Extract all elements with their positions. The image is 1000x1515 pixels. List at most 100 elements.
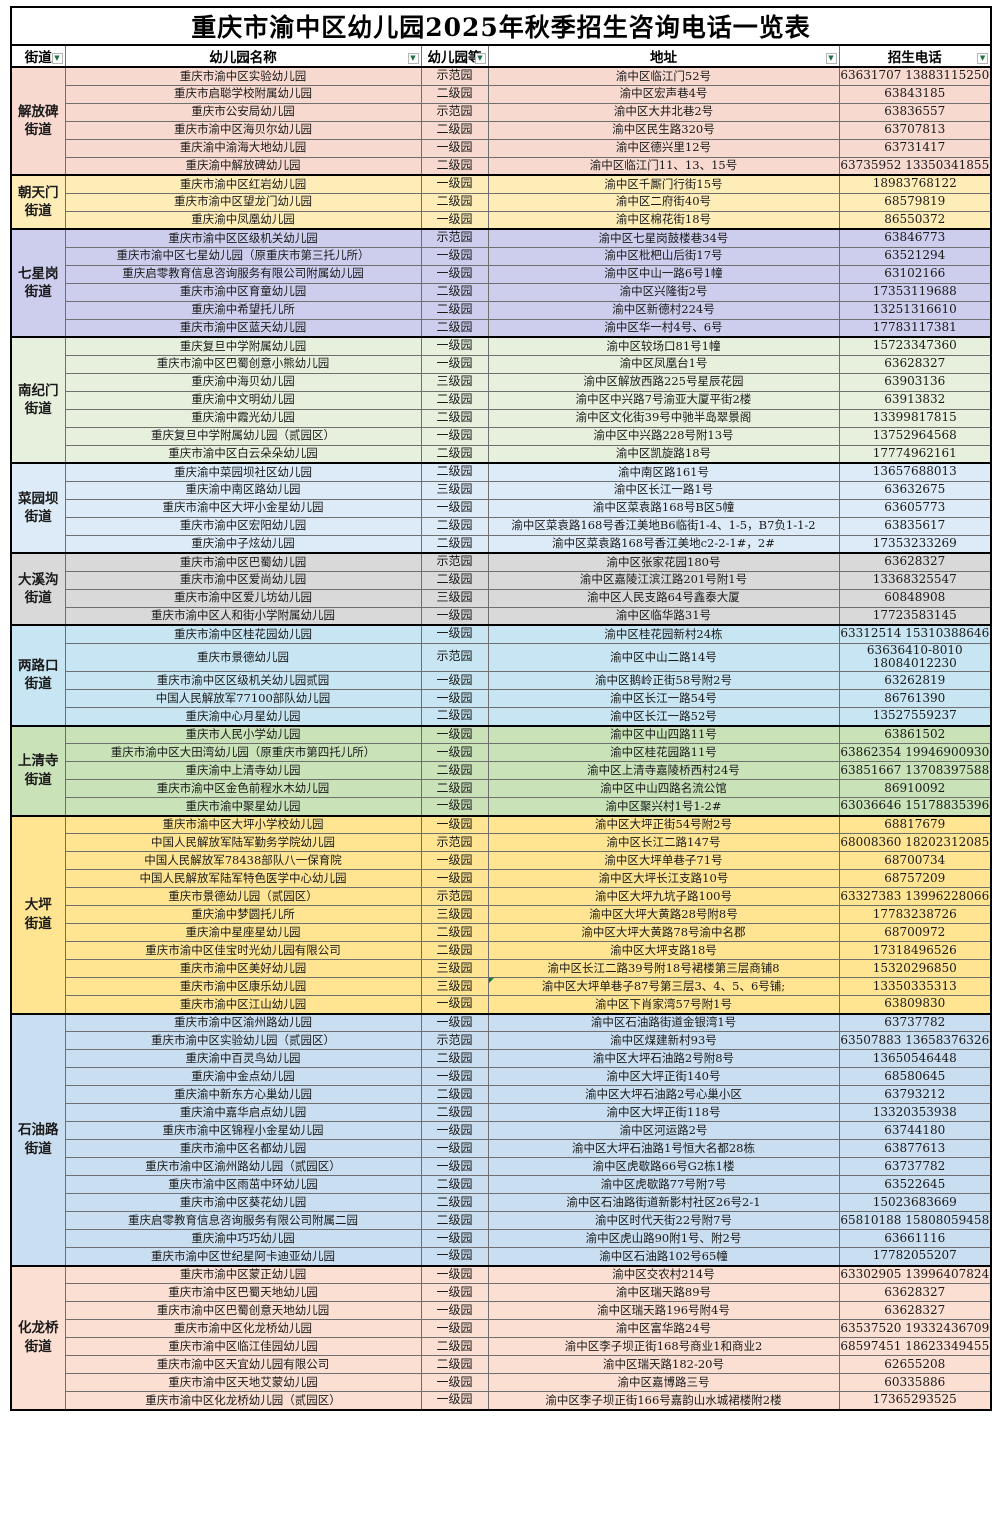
kindergarten-name-cell: 重庆市渝中区化龙桥幼儿园 [64, 1319, 422, 1339]
level-cell: 二级园 [420, 1355, 489, 1375]
level-cell: 二级园 [420, 761, 489, 781]
level-cell: 二级园 [420, 408, 489, 428]
table-row: 重庆市渝中区美好幼儿园 三级园 渝中区长江二路39号附18号裙楼第三层商铺8 1532… [11, 959, 992, 979]
kindergarten-name-cell: 重庆渝中希望托儿所 [64, 300, 422, 320]
address-cell: 渝中区文化街39号中驰半岛翠景阁 [487, 408, 840, 428]
phone-cell: 17723583145 [838, 606, 992, 626]
kindergarten-name-cell: 重庆渝中文明幼儿园 [64, 390, 422, 410]
address-cell: 渝中区宏声巷4号 [487, 84, 840, 104]
kindergarten-name-cell: 重庆市渝中区名都幼儿园 [64, 1139, 422, 1159]
kindergarten-name-cell: 重庆市渝中区爱儿坊幼儿园 [64, 588, 422, 608]
address-cell: 渝中区大坪石油路2号心巢小区 [487, 1085, 840, 1105]
address-cell: 渝中区大坪大黄路28号附8号 [487, 905, 840, 925]
phone-cell: 63707813 [838, 120, 992, 140]
phone-cell: 63846773 [838, 228, 992, 248]
level-cell: 示范园 [420, 833, 489, 853]
table-row: 重庆市渝中区化龙桥幼儿园（贰园区） 一级园 渝中区李子坝正街166号嘉韵山水城裙楼附… [11, 1391, 992, 1411]
level-cell: 一级园 [420, 1121, 489, 1141]
address-cell: 渝中区嘉博路三号 [487, 1373, 840, 1393]
phone-cell: 17365293525 [838, 1391, 992, 1411]
address-cell: 渝中区菜袁路168号香江美地B6临街1-4、1-5，B7负1-1-2 [487, 516, 840, 536]
phone-cell: 13320353938 [838, 1103, 992, 1123]
phone-cell: 63521294 [838, 246, 992, 266]
kindergarten-name-cell: 重庆市渝中区区级机关幼儿园贰园 [64, 671, 422, 691]
street-group: 大坪 街道 重庆市渝中区大坪小学校幼儿园 一级园 渝中区大坪正街54号附2号 688176… [10, 815, 992, 1015]
level-cell: 二级园 [420, 282, 489, 302]
address-cell: 渝中区长江一路54号 [487, 689, 840, 709]
kindergarten-name-cell: 重庆渝中霞光幼儿园 [64, 408, 422, 428]
phone-cell: 63903136 [838, 372, 992, 392]
street-group: 解放碑 街道 重庆市渝中区实验幼儿园 示范园 渝中区临江门52号 63631707 138… [10, 66, 992, 176]
level-cell: 示范园 [420, 552, 489, 572]
kindergarten-name-cell: 重庆渝中星座星幼儿园 [64, 923, 422, 943]
address-cell: 渝中区中山二路14号 [487, 642, 840, 673]
level-cell: 二级园 [420, 120, 489, 140]
filter-dropdown-level-icon[interactable]: ▼ [474, 53, 486, 64]
level-cell: 一级园 [420, 426, 489, 446]
level-cell: 示范园 [420, 66, 489, 86]
table-row: 重庆启零教育信息咨询服务有限公司附属幼儿园 一级园 渝中区中山一路6号1幢 63102… [11, 264, 992, 284]
filter-dropdown-phone-icon[interactable]: ▼ [977, 53, 989, 64]
table-row: 重庆市渝中区宏阳幼儿园 二级园 渝中区菜袁路168号香江美地B6临街1-4、1-5，… [11, 516, 992, 536]
kindergarten-name-cell: 重庆渝中解放碑幼儿园 [64, 156, 422, 176]
table-row: 重庆复旦中学附属幼儿园（贰园区） 一级园 渝中区中兴路228号附13号 1375296… [11, 426, 992, 446]
address-cell: 渝中区河运路2号 [487, 1121, 840, 1141]
phone-cell: 63262819 [838, 671, 992, 691]
kindergarten-name-cell: 重庆启零教育信息咨询服务有限公司附属幼儿园 [64, 264, 422, 284]
phone-cell: 63661116 [838, 1229, 992, 1249]
table-row: 七星岗 街道 重庆市渝中区区级机关幼儿园 示范园 渝中区七星岗鼓楼巷34号 6384677… [10, 228, 992, 338]
kindergarten-name-cell: 重庆市渝中区实验幼儿园 [64, 66, 422, 86]
level-cell: 二级园 [420, 1085, 489, 1105]
phone-cell: 13650546448 [838, 1049, 992, 1069]
address-cell: 渝中区桂花园路11号 [487, 743, 840, 763]
phone-cell: 63809830 [838, 995, 992, 1015]
kindergarten-name-cell: 中国人民解放军77100部队幼儿园 [64, 689, 422, 709]
phone-cell: 63312514 15310388646 [838, 624, 992, 644]
address-cell: 渝中区大坪支路18号 [487, 941, 840, 961]
table-row: 重庆市渝中区望龙门幼儿园 二级园 渝中区二府街40号 68579819 [11, 192, 992, 212]
phone-cell: 17783238726 [838, 905, 992, 925]
title-row: 重庆市渝中区幼儿园2025年秋季招生咨询电话一览表 [9, 6, 993, 46]
phone-cell: 63862354 19946900930 [838, 743, 992, 763]
level-cell: 一级园 [420, 210, 489, 230]
table-row: 重庆市渝中区名都幼儿园 一级园 渝中区大坪石油路1号恒大名都28栋 63877613 [11, 1139, 992, 1159]
phone-cell: 17783117381 [838, 318, 992, 338]
filter-dropdown-address-icon[interactable]: ▼ [825, 53, 837, 64]
address-cell: 渝中区民生路320号 [487, 120, 840, 140]
kindergarten-name-cell: 重庆市渝中区雨茁中环幼儿园 [64, 1175, 422, 1195]
kindergarten-name-cell: 重庆市渝中区天宜幼儿园有限公司 [64, 1355, 422, 1375]
table-row: 重庆市景德幼儿园 示范园 渝中区中山二路14号 63636410-8010 18084… [11, 642, 992, 673]
phone-cell: 63632675 [838, 480, 992, 500]
kindergarten-name-cell: 重庆市渝中区育童幼儿园 [64, 282, 422, 302]
table-row: 南纪门 街道 重庆复旦中学附属幼儿园 一级园 渝中区较场口81号1幢 1572334736… [10, 336, 992, 464]
kindergarten-name-cell: 重庆渝中嘉华启点幼儿园 [64, 1103, 422, 1123]
filter-dropdown-kindergarten-name-icon[interactable]: ▼ [407, 53, 419, 64]
level-cell: 示范园 [420, 1031, 489, 1051]
level-cell: 二级园 [420, 923, 489, 943]
address-cell: 渝中区长江二路147号 [487, 833, 840, 853]
filter-dropdown-street-icon[interactable]: ▼ [51, 53, 63, 64]
kindergarten-name-cell: 重庆市渝中区白云朵朵幼儿园 [64, 444, 422, 464]
phone-cell: 68700972 [838, 923, 992, 943]
table-row: 重庆市渝中区世纪星阿卡迪亚幼儿园 一级园 渝中区石油路102号65幢 17782055… [11, 1247, 992, 1267]
phone-cell: 15320296850 [838, 959, 992, 979]
kindergarten-name-cell: 重庆市渝中区桂花园幼儿园 [64, 624, 422, 644]
phone-cell: 63327383 13996228066 [838, 887, 992, 907]
phone-cell: 17353119688 [838, 282, 992, 302]
table-row: 重庆渝中希望托儿所 二级园 渝中区新德村224号 13251316610 [11, 300, 992, 320]
table-row: 重庆市渝中区葵花幼儿园 二级园 渝中区石油路街道新影村社区26号2-1 1502368… [11, 1193, 992, 1213]
address-cell: 渝中区人民支路64号鑫泰大厦 [487, 588, 840, 608]
address-cell: 渝中区石油路街道新影村社区26号2-1 [487, 1193, 840, 1213]
kindergarten-name-cell: 重庆市渝中区巴蜀创意小熊幼儿园 [64, 354, 422, 374]
kindergarten-name-cell: 重庆市渝中区葵花幼儿园 [64, 1193, 422, 1213]
column-header-street-label: 街道 [24, 50, 52, 66]
kindergarten-name-cell: 重庆复旦中学附属幼儿园 [64, 336, 422, 356]
table-row: 朝天门 街道 重庆市渝中区红岩幼儿园 一级园 渝中区千厮门行街15号 1898376812… [10, 174, 992, 230]
kindergarten-name-cell: 重庆市渝中区天地艾蒙幼儿园 [64, 1373, 422, 1393]
kindergarten-name-cell: 重庆渝中新东方心巢幼儿园 [64, 1085, 422, 1105]
street-group: 石油路 街道 重庆市渝中区渝州路幼儿园 一级园 渝中区石油路街道金银湾1号 6373778… [10, 1013, 992, 1267]
address-cell: 渝中区临江门11、13、15号 [487, 156, 840, 176]
address-cell: 渝中区下肖家湾57号附1号 [487, 995, 840, 1015]
kindergarten-name-cell: 重庆渝中金点幼儿园 [64, 1067, 422, 1087]
address-cell: 渝中区大坪长江支路10号 [487, 869, 840, 889]
